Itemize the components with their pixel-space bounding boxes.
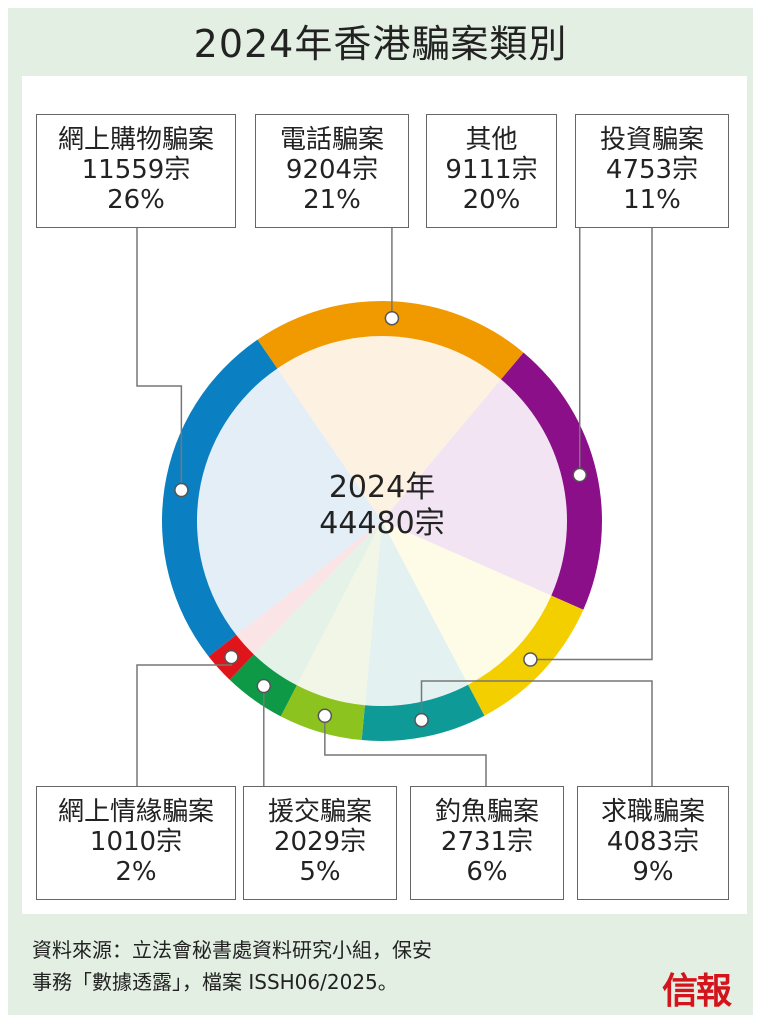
slice-label-count: 2029宗 xyxy=(273,827,367,857)
slice-label-romance: 網上情緣騙案 1010宗 2% xyxy=(36,786,236,900)
footer-band xyxy=(8,918,753,1015)
leader-dots xyxy=(174,310,587,728)
slice-label-phone: 電話騙案 9204宗 21% xyxy=(255,114,409,228)
slice-label-name: 求職騙案 xyxy=(600,797,705,827)
pie-ring-segment-online-shopping xyxy=(161,339,278,657)
source-line-2: 事務「數據透露」，檔案 ISSH06/2025。 xyxy=(32,970,398,994)
pie-slice-online-shopping xyxy=(196,368,382,635)
pie-slice-other xyxy=(382,379,567,596)
slice-label-phishing: 釣魚騙案 2731宗 6% xyxy=(410,786,564,900)
slice-label-name: 網上情緣騙案 xyxy=(57,797,214,827)
slice-label-name: 援交騙案 xyxy=(267,797,372,827)
publisher-logo: 信報 xyxy=(662,970,732,1012)
slice-label-percent: 26% xyxy=(107,185,165,215)
slice-label-name: 網上購物騙案 xyxy=(57,125,214,155)
leader-dot-investment xyxy=(523,652,538,667)
source-note: 資料來源：立法會秘書處資料研究小組，保安 事務「數據透露」，檔案 ISSH06/… xyxy=(32,934,632,998)
pie-slice-phishing xyxy=(296,521,382,706)
slice-label-count: 11559宗 xyxy=(81,155,191,185)
center-total: 44480宗 xyxy=(319,506,445,541)
slice-label-percent: 20% xyxy=(462,185,521,215)
source-line-1: 資料來源：立法會秘書處資料研究小組，保安 xyxy=(32,938,432,962)
center-year: 2024年 xyxy=(328,470,436,505)
pie-center-label: 2024年 44480宗 xyxy=(282,470,482,542)
slice-label-count: 4753宗 xyxy=(605,155,699,185)
pie-slice-investment xyxy=(382,521,552,685)
pie-ring-segment-other xyxy=(501,352,602,610)
leader-dot-phishing xyxy=(317,708,333,724)
slice-label-percent: 9% xyxy=(632,857,674,887)
leader-line-job xyxy=(420,680,653,786)
slice-label-percent: 11% xyxy=(623,185,681,215)
slice-label-percent: 5% xyxy=(299,857,341,887)
pie-slice-compensated-dating xyxy=(253,521,382,686)
slice-label-name: 電話騙案 xyxy=(279,125,384,155)
leader-dot-job xyxy=(414,712,429,728)
leader-line-online-shopping xyxy=(136,228,183,491)
slice-label-count: 2731宗 xyxy=(440,827,534,857)
page-title: 2024年香港騙案類別 xyxy=(8,8,753,72)
slice-label-other: 其他 9111宗 20% xyxy=(426,114,557,228)
leader-dot-romance xyxy=(224,649,239,665)
leader-dot-online-shopping xyxy=(174,482,189,498)
slice-label-count: 9111宗 xyxy=(445,155,538,185)
slice-label-online-shopping: 網上購物騙案 11559宗 26% xyxy=(36,114,236,228)
leader-line-phishing xyxy=(324,715,487,786)
pie-slice-phone xyxy=(277,336,502,521)
leader-dot-compensated-dating xyxy=(256,678,272,694)
slice-label-compensated-dating: 援交騙案 2029宗 5% xyxy=(243,786,397,900)
slice-label-percent: 6% xyxy=(466,857,508,887)
slice-label-percent: 21% xyxy=(303,185,361,215)
slice-label-investment: 投資騙案 4753宗 11% xyxy=(575,114,729,228)
slice-label-name: 投資騙案 xyxy=(599,125,704,155)
pie-slice-romance xyxy=(236,521,382,655)
pie-slices xyxy=(196,336,567,707)
slice-label-count: 1010宗 xyxy=(89,827,183,857)
leader-dot-other xyxy=(572,467,587,483)
leader-dot-phone xyxy=(384,310,400,326)
slice-label-name: 釣魚騙案 xyxy=(434,797,539,827)
slice-label-percent: 2% xyxy=(115,857,157,887)
slice-label-count: 9204宗 xyxy=(285,155,379,185)
slice-label-count: 4083宗 xyxy=(606,827,700,857)
leader-line-romance xyxy=(136,657,233,786)
pie-ring-segment-job xyxy=(361,684,485,741)
leader-line-investment xyxy=(530,228,653,661)
slice-label-name: 其他 xyxy=(465,125,518,155)
pie-slice-job xyxy=(364,521,469,707)
slice-label-job: 求職騙案 4083宗 9% xyxy=(577,786,729,900)
pie-ring-segment-phone xyxy=(257,301,524,380)
